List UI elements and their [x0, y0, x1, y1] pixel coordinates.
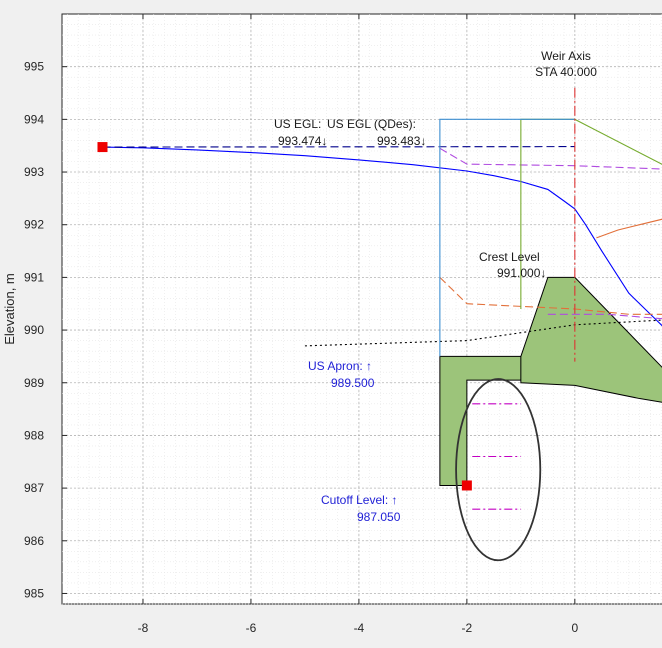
y-tick-label: 986 — [24, 534, 44, 548]
y-tick-label: 995 — [24, 60, 44, 74]
series-line — [547, 313, 662, 320]
series-line — [102, 146, 662, 327]
series-line — [439, 276, 662, 315]
us-egl-qdes-label: US EGL (QDes): — [327, 117, 416, 131]
us-egl-qdes-value: 993.483↓ — [377, 134, 426, 148]
y-tick-label: 989 — [24, 376, 44, 390]
x-tick-label: 0 — [571, 621, 578, 635]
y-tick-label: 988 — [24, 428, 44, 442]
crest-level-value: 991.000↓ — [497, 266, 546, 280]
weir-axis-label: Weir Axis — [541, 49, 591, 63]
x-tick-label: -6 — [246, 621, 257, 635]
series-line — [439, 118, 575, 357]
x-tick-label: -4 — [354, 621, 365, 635]
cutoff-ellipse — [455, 378, 542, 562]
y-tick-label: 991 — [24, 270, 44, 284]
x-tick-label: -8 — [138, 621, 149, 635]
data-marker — [461, 480, 472, 491]
cutoff-level-value: 987.050 — [357, 510, 401, 524]
y-tick-label: 992 — [24, 218, 44, 232]
data-marker — [97, 142, 108, 153]
series-line — [596, 218, 662, 239]
y-tick-label: 993 — [24, 165, 44, 179]
us-apron-label: US Apron: ↑ — [308, 359, 372, 373]
us-egl-label: US EGL: — [274, 117, 321, 131]
axis-ticks: -8 -6 -4 -2 0 985 986 987 988 989 990 991 992 993 994 9… — [24, 14, 578, 635]
minor-grid — [62, 14, 662, 605]
y-tick-label: 990 — [24, 323, 44, 337]
cutoff-level-label: Cutoff Level: ↑ — [321, 493, 398, 507]
y-tick-label: 994 — [24, 112, 44, 126]
series-lines — [102, 87, 662, 510]
y-tick-label: 985 — [24, 586, 44, 600]
weir-axis-sta: STA 40.000 — [535, 65, 597, 79]
cutoff-ellipse-shape — [455, 378, 542, 562]
us-egl-value: 993.474↓ — [278, 134, 327, 148]
marker-layer — [97, 142, 472, 491]
crest-level-label: Crest Level — [479, 250, 540, 264]
y-tick-label: 987 — [24, 481, 44, 495]
y-axis-label: Elevation, m — [2, 273, 17, 345]
us-apron-value: 989.500 — [331, 376, 375, 390]
x-tick-label: -2 — [462, 621, 473, 635]
